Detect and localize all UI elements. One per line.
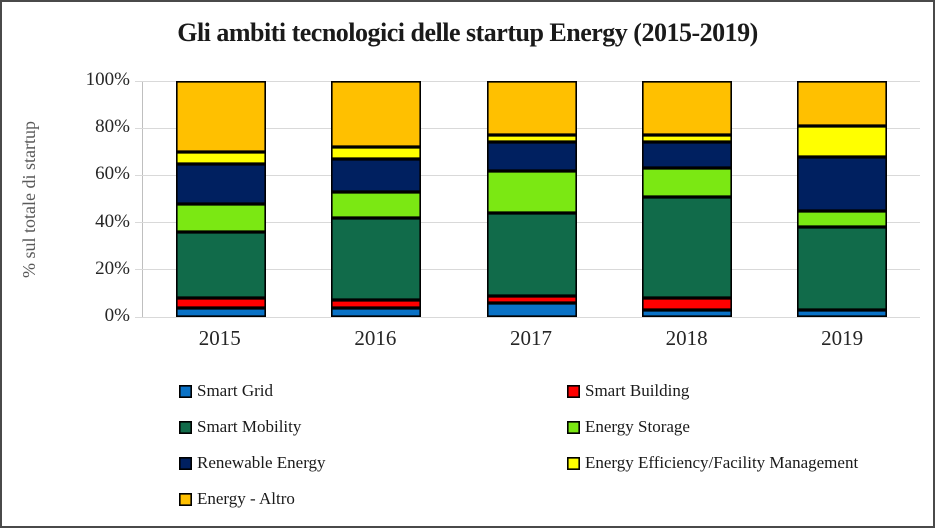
y-tick-label: 100% xyxy=(85,69,130,90)
legend-item: Energy Efficiency/Facility Management xyxy=(567,452,919,474)
legend-swatch-icon xyxy=(179,456,192,470)
x-tick-label-2019: 2019 xyxy=(821,326,864,350)
bar-segment xyxy=(797,156,888,211)
x-tick-label-2015: 2015 xyxy=(198,326,241,350)
legend-swatch-icon xyxy=(179,420,192,434)
bar-segment xyxy=(641,309,732,317)
bar-segment xyxy=(797,81,888,126)
y-tick-label: 80% xyxy=(95,116,130,138)
bar-segment xyxy=(175,307,266,317)
legend-swatch-icon xyxy=(567,384,580,398)
chart-title: Gli ambiti tecnologici delle startup Ene… xyxy=(177,18,758,47)
legend-swatch-icon xyxy=(179,492,192,506)
x-tick-label-2018: 2018 xyxy=(665,326,708,350)
bar-segment xyxy=(175,163,266,204)
plot-area xyxy=(135,80,920,318)
legend-swatch-icon xyxy=(567,420,580,434)
legend-swatch-icon xyxy=(567,456,580,470)
bar-segment xyxy=(486,81,577,136)
bar-segment xyxy=(641,135,732,143)
bar-segment xyxy=(175,151,266,164)
gridline-0 xyxy=(135,316,920,318)
legend-item: Renewable Energy xyxy=(179,452,567,474)
y-tick-label: 0% xyxy=(104,305,130,326)
legend-item: Smart Building xyxy=(567,380,919,402)
bar-segment xyxy=(175,81,266,152)
stacked-bars xyxy=(143,81,920,317)
x-axis-tick-labels: 2015 2016 2017 2018 2019 xyxy=(142,326,920,354)
bar-segment xyxy=(486,213,577,296)
legend-label: Renewable Energy xyxy=(197,453,326,472)
bar-segment xyxy=(175,203,266,233)
legend-label: Energy Storage xyxy=(585,417,690,436)
bar-segment xyxy=(175,232,266,299)
legend-swatch-icon xyxy=(179,384,192,398)
bar-segment xyxy=(175,298,266,308)
y-tick-label: 20% xyxy=(95,257,130,279)
bar-segment xyxy=(486,302,577,317)
bar-segment xyxy=(486,142,577,171)
legend-label: Energy Efficiency/Facility Management xyxy=(585,453,859,472)
bar-segment xyxy=(641,142,732,169)
bar-segment xyxy=(331,191,422,218)
stacked-bar-2018 xyxy=(641,81,732,317)
stacked-bar-2016 xyxy=(331,81,422,317)
bar-segment xyxy=(641,298,732,310)
bar-segment xyxy=(486,135,577,143)
legend: Smart Grid Smart Building Smart Mobility En… xyxy=(179,380,919,510)
bar-segment xyxy=(797,227,888,310)
bar-segment xyxy=(797,309,888,317)
stacked-bar-2015 xyxy=(175,81,266,317)
bar-segment xyxy=(641,81,732,136)
bar-slot-2018 xyxy=(609,81,764,317)
y-axis-title-text: % sul totale di startup xyxy=(18,120,39,278)
legend-label: Smart Mobility xyxy=(197,417,302,436)
bar-slot-2015 xyxy=(143,81,298,317)
bar-segment xyxy=(797,210,888,228)
bar-slot-2017 xyxy=(454,81,609,317)
stacked-bar-2017 xyxy=(486,81,577,317)
gridline-100 xyxy=(135,80,920,82)
bar-segment xyxy=(331,307,422,317)
legend-item: Smart Mobility xyxy=(179,416,567,438)
bar-segment xyxy=(797,125,888,157)
bar-slot-2016 xyxy=(298,81,453,317)
bar-segment xyxy=(331,300,422,308)
bar-segment xyxy=(331,81,422,148)
bar-slot-2019 xyxy=(765,81,920,317)
legend-label: Energy - Altro xyxy=(197,489,295,508)
y-tick-label: 60% xyxy=(95,163,130,185)
bar-segment xyxy=(331,147,422,159)
legend-item: Energy Storage xyxy=(567,416,919,438)
stacked-bar-2019 xyxy=(797,81,888,317)
y-tick-label: 40% xyxy=(95,210,130,232)
x-tick-label-2017: 2017 xyxy=(509,326,552,350)
bar-segment xyxy=(486,295,577,303)
x-tick-label-2016: 2016 xyxy=(354,326,397,350)
bar-segment xyxy=(641,196,732,299)
legend-label: Smart Grid xyxy=(197,381,274,400)
y-axis-title: % sul totale di startup xyxy=(16,81,42,317)
bar-segment xyxy=(331,158,422,192)
bar-segment xyxy=(486,170,577,214)
legend-item: Smart Grid xyxy=(179,380,567,402)
bar-segment xyxy=(331,217,422,301)
legend-label: Smart Building xyxy=(585,381,690,400)
legend-item: Energy - Altro xyxy=(179,488,567,510)
bar-segment xyxy=(641,168,732,197)
